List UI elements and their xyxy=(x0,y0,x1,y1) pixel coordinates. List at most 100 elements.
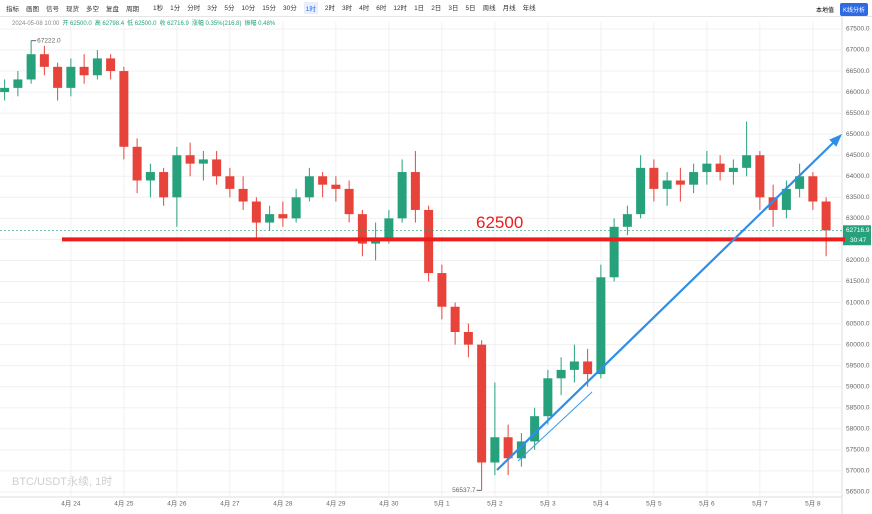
candle-body xyxy=(132,146,142,181)
candle-body xyxy=(649,167,659,189)
candle-body xyxy=(106,58,116,72)
toolbar: 指标 画图 信号 现货 多空 复盘 周期 1秒 1分 分时 3分 5分 10分 15分 30分 1时 2时 3时 4… xyxy=(0,0,872,17)
period-button[interactable]: 30分 xyxy=(282,5,297,12)
y-tick-label: 58500.0 xyxy=(846,404,870,411)
y-tick-label: 63000.0 xyxy=(846,215,870,222)
candle-body xyxy=(145,172,155,181)
y-tick-label: 66000.0 xyxy=(846,89,870,96)
y-tick-label: 57000.0 xyxy=(846,468,870,475)
period-button[interactable]: 2日 xyxy=(431,5,442,12)
toolbar-item[interactable]: 多空 xyxy=(86,6,99,13)
candle-body xyxy=(463,332,473,345)
period-button[interactable]: 3分 xyxy=(207,5,218,12)
x-tick-label: 4月 29 xyxy=(326,500,346,508)
candle-body xyxy=(225,176,235,189)
candle-body xyxy=(384,218,394,240)
candle-body xyxy=(344,188,354,215)
candle-body xyxy=(278,214,288,219)
candle-body xyxy=(304,176,314,198)
period-button[interactable]: 周线 xyxy=(482,5,496,12)
x-tick-label: 5月 3 xyxy=(540,500,556,508)
candle-body xyxy=(0,87,10,93)
candle-body xyxy=(530,416,540,442)
y-tick-label: 64000.0 xyxy=(846,173,870,180)
candle-body xyxy=(172,155,182,198)
arrow-head xyxy=(829,134,842,147)
toolbar-item[interactable]: 信号 xyxy=(46,6,59,13)
x-tick-label: 5月 6 xyxy=(699,500,715,508)
candle-body xyxy=(622,214,632,227)
period-button[interactable]: 分时 xyxy=(187,5,201,12)
candle-body xyxy=(198,159,208,164)
last-price-tag xyxy=(843,225,871,246)
x-tick-label: 4月 30 xyxy=(379,500,399,508)
high-label: 67222.0 xyxy=(37,37,61,44)
period-button[interactable]: 3日 xyxy=(448,5,459,12)
candle-body xyxy=(503,437,513,459)
candle-body xyxy=(569,361,579,370)
info-date: 2024-05-08 10:00 xyxy=(12,21,60,27)
info-item: 收 62716.9 xyxy=(159,21,189,27)
candle-body xyxy=(185,155,195,164)
y-tick-label: 59500.0 xyxy=(846,362,870,369)
candle-body xyxy=(490,437,500,463)
period-button[interactable]: 1时 xyxy=(303,2,318,14)
candle-body xyxy=(26,54,36,80)
candle-body xyxy=(291,197,301,219)
candle-body xyxy=(636,167,646,215)
candle-body xyxy=(768,197,778,210)
y-tick-label: 60500.0 xyxy=(846,320,870,327)
x-tick-label: 4月 24 xyxy=(61,500,81,508)
x-tick-label: 5月 5 xyxy=(646,500,662,508)
trend-line xyxy=(517,391,593,462)
countdown: 30:47 xyxy=(850,237,867,244)
candle-body xyxy=(212,159,222,177)
period-button[interactable]: 4时 xyxy=(359,5,370,12)
x-tick-label: 5月 1 xyxy=(434,500,450,508)
period-button[interactable]: 10分 xyxy=(241,5,256,12)
period-button[interactable]: 3时 xyxy=(341,5,353,12)
toolbar-item[interactable]: 复盘 xyxy=(106,6,119,13)
period-button[interactable]: 1日 xyxy=(414,5,425,12)
candle-body xyxy=(675,180,685,185)
candle-body xyxy=(715,163,725,173)
toolbar-item[interactable]: 本地值 xyxy=(815,8,834,14)
toolbar-item[interactable]: 画图 xyxy=(26,6,39,13)
x-tick-label: 5月 2 xyxy=(487,500,503,508)
toolbar-item[interactable]: 指标 xyxy=(6,6,19,13)
info-item: 振幅 0.48% xyxy=(244,21,276,27)
period-button[interactable]: 1分 xyxy=(170,5,181,12)
period-button[interactable]: 6时 xyxy=(376,5,387,12)
period-button[interactable]: 月线 xyxy=(502,5,516,12)
period-button[interactable]: 12时 xyxy=(393,5,408,12)
period-button[interactable]: 2时 xyxy=(324,5,335,12)
candle-body xyxy=(410,172,420,210)
period-button[interactable]: 年线 xyxy=(522,5,536,12)
candle-body xyxy=(808,176,818,202)
toolbar-right: 本地值 K线分析 xyxy=(810,3,868,16)
y-tick-label: 65500.0 xyxy=(846,110,870,117)
y-tick-label: 60000.0 xyxy=(846,341,870,348)
candle-body xyxy=(39,54,49,67)
x-tick-label: 4月 25 xyxy=(114,500,134,508)
period-button[interactable]: 1秒 xyxy=(153,5,164,12)
x-tick-label: 5月 4 xyxy=(593,500,609,508)
candle-body xyxy=(556,369,566,379)
toolbar-item[interactable]: K线分析 xyxy=(839,3,868,16)
y-tick-label: 67000.0 xyxy=(846,47,870,54)
period-button[interactable]: 15分 xyxy=(262,5,276,12)
candle-body xyxy=(596,277,606,375)
toolbar-item[interactable]: 现货 xyxy=(66,6,79,13)
candle-body xyxy=(318,176,328,185)
toolbar-item[interactable]: 周期 xyxy=(126,6,139,13)
candle-body xyxy=(238,188,248,202)
candle-body xyxy=(119,71,129,147)
x-tick-label: 5月 8 xyxy=(805,500,821,508)
period-button[interactable]: 5分 xyxy=(224,5,235,12)
period-button[interactable]: 5日 xyxy=(465,5,476,12)
candle-body xyxy=(477,344,487,463)
candle-body xyxy=(397,172,407,219)
candle-body xyxy=(13,79,23,88)
trend-arrow xyxy=(496,141,835,471)
